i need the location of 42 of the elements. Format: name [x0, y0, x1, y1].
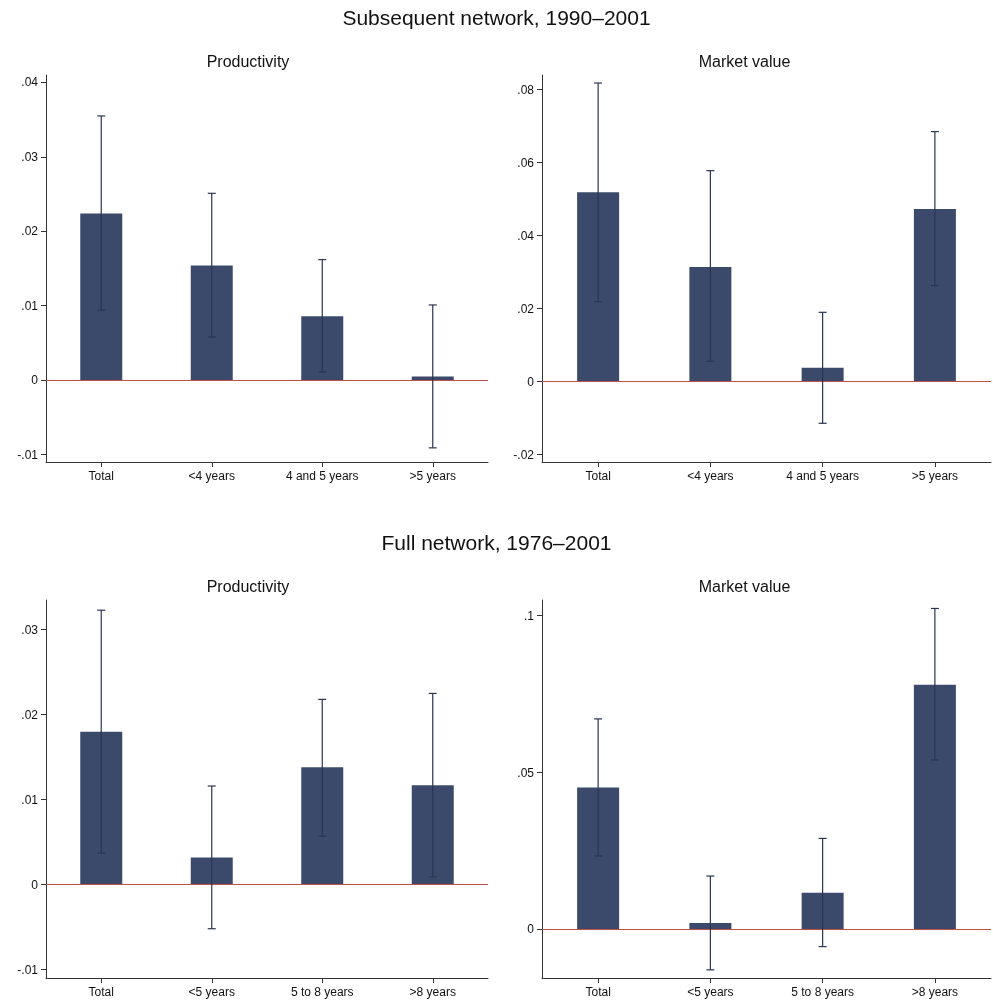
y-tick-label: -.02 [513, 447, 535, 462]
y-tick-label: .02 [21, 224, 39, 239]
x-tick-label: Total [585, 469, 611, 483]
x-tick-label: Total [88, 469, 114, 483]
chart-title: Market value [698, 577, 791, 595]
chart-title: Productivity [206, 577, 290, 595]
x-tick-label: 5 to 8 years [791, 985, 854, 999]
y-tick-label: 0 [31, 877, 39, 892]
x-tick-label: <5 years [188, 985, 235, 999]
y-tick-label: 0 [527, 374, 535, 389]
y-tick-label: .04 [517, 228, 535, 243]
y-tick-label: .05 [517, 765, 535, 780]
x-tick-label: >5 years [409, 469, 456, 483]
x-tick-label: >5 years [911, 469, 959, 483]
y-tick-label: .04 [21, 75, 39, 90]
y-tick-label: .08 [517, 82, 535, 97]
x-tick-label: 4 and 5 years [285, 469, 359, 483]
y-tick-label: .1 [523, 608, 535, 623]
x-tick-label: <5 years [687, 985, 734, 999]
y-tick-label: .01 [21, 792, 39, 807]
y-tick-label: .02 [21, 707, 39, 722]
chart-title: Market value [698, 52, 791, 70]
x-tick-label: >8 years [911, 985, 959, 999]
x-tick-label: 4 and 5 years [786, 469, 859, 483]
y-tick-label: 0 [527, 922, 535, 937]
chart-subtitle: Subsequent network, 1990–2001 [341, 6, 652, 30]
x-tick-label: <4 years [188, 469, 235, 483]
x-tick-label: 5 to 8 years [290, 985, 354, 999]
x-tick-label: Total [585, 985, 611, 999]
y-tick-label: .02 [517, 301, 535, 316]
y-tick-label: .03 [21, 622, 39, 637]
x-tick-label: >8 years [409, 985, 456, 999]
y-tick-label: -.01 [17, 962, 39, 977]
y-tick-label: 0 [31, 373, 39, 388]
y-tick-label: .03 [21, 149, 39, 164]
y-tick-label: .06 [517, 155, 535, 170]
x-tick-label: Total [88, 985, 114, 999]
y-tick-label: .01 [21, 298, 39, 313]
chart-title: Productivity [206, 52, 290, 70]
chart-subtitle: Full network, 1976–2001 [380, 531, 613, 555]
x-tick-label: <4 years [687, 469, 734, 483]
y-tick-label: -.01 [17, 447, 39, 462]
